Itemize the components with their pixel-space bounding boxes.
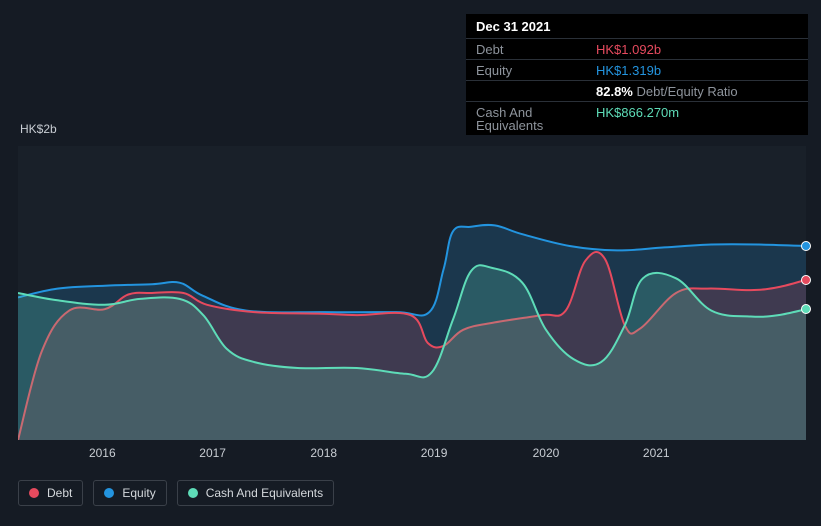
tooltip-row-cash: Cash And Equivalents HK$866.270m <box>466 102 808 135</box>
legend-dot-equity <box>104 488 114 498</box>
x-tick-2018: 2018 <box>310 446 337 460</box>
tooltip-debt-value: HK$1.092b <box>596 43 798 56</box>
x-tick-2021: 2021 <box>643 446 670 460</box>
tooltip-debt-label: Debt <box>476 43 596 56</box>
legend-dot-debt <box>29 488 39 498</box>
x-axis: 2016 2017 2018 2019 2020 2021 <box>18 440 806 460</box>
x-tick-2016: 2016 <box>89 446 116 460</box>
chart-svg <box>18 146 806 440</box>
chart-plot-area[interactable] <box>18 146 806 440</box>
chart-tooltip: Dec 31 2021 Debt HK$1.092b Equity HK$1.3… <box>466 14 808 135</box>
x-tick-2019: 2019 <box>421 446 448 460</box>
tooltip-cash-label: Cash And Equivalents <box>476 106 596 132</box>
tooltip-row-ratio: 82.8% Debt/Equity Ratio <box>466 81 808 102</box>
legend-item-cash[interactable]: Cash And Equivalents <box>177 480 334 506</box>
tooltip-ratio-strong: 82.8% <box>596 84 633 99</box>
x-tick-2017: 2017 <box>199 446 226 460</box>
y-tick-2b: HK$2b <box>20 122 57 136</box>
legend-label-equity: Equity <box>122 486 155 500</box>
legend-item-debt[interactable]: Debt <box>18 480 83 506</box>
end-dot-debt <box>801 275 811 285</box>
tooltip-ratio-label: Debt/Equity Ratio <box>637 84 738 99</box>
tooltip-equity-value: HK$1.319b <box>596 64 798 77</box>
legend-label-debt: Debt <box>47 486 72 500</box>
legend-dot-cash <box>188 488 198 498</box>
chart-legend: Debt Equity Cash And Equivalents <box>18 480 334 506</box>
tooltip-ratio-value: 82.8% Debt/Equity Ratio <box>596 85 798 98</box>
tooltip-ratio-spacer <box>476 85 596 98</box>
end-dot-cash <box>801 304 811 314</box>
end-dot-equity <box>801 241 811 251</box>
tooltip-cash-value: HK$866.270m <box>596 106 798 132</box>
tooltip-date: Dec 31 2021 <box>466 14 808 39</box>
legend-label-cash: Cash And Equivalents <box>206 486 323 500</box>
x-tick-2020: 2020 <box>533 446 560 460</box>
tooltip-equity-label: Equity <box>476 64 596 77</box>
tooltip-row-equity: Equity HK$1.319b <box>466 60 808 81</box>
tooltip-row-debt: Debt HK$1.092b <box>466 39 808 60</box>
legend-item-equity[interactable]: Equity <box>93 480 166 506</box>
